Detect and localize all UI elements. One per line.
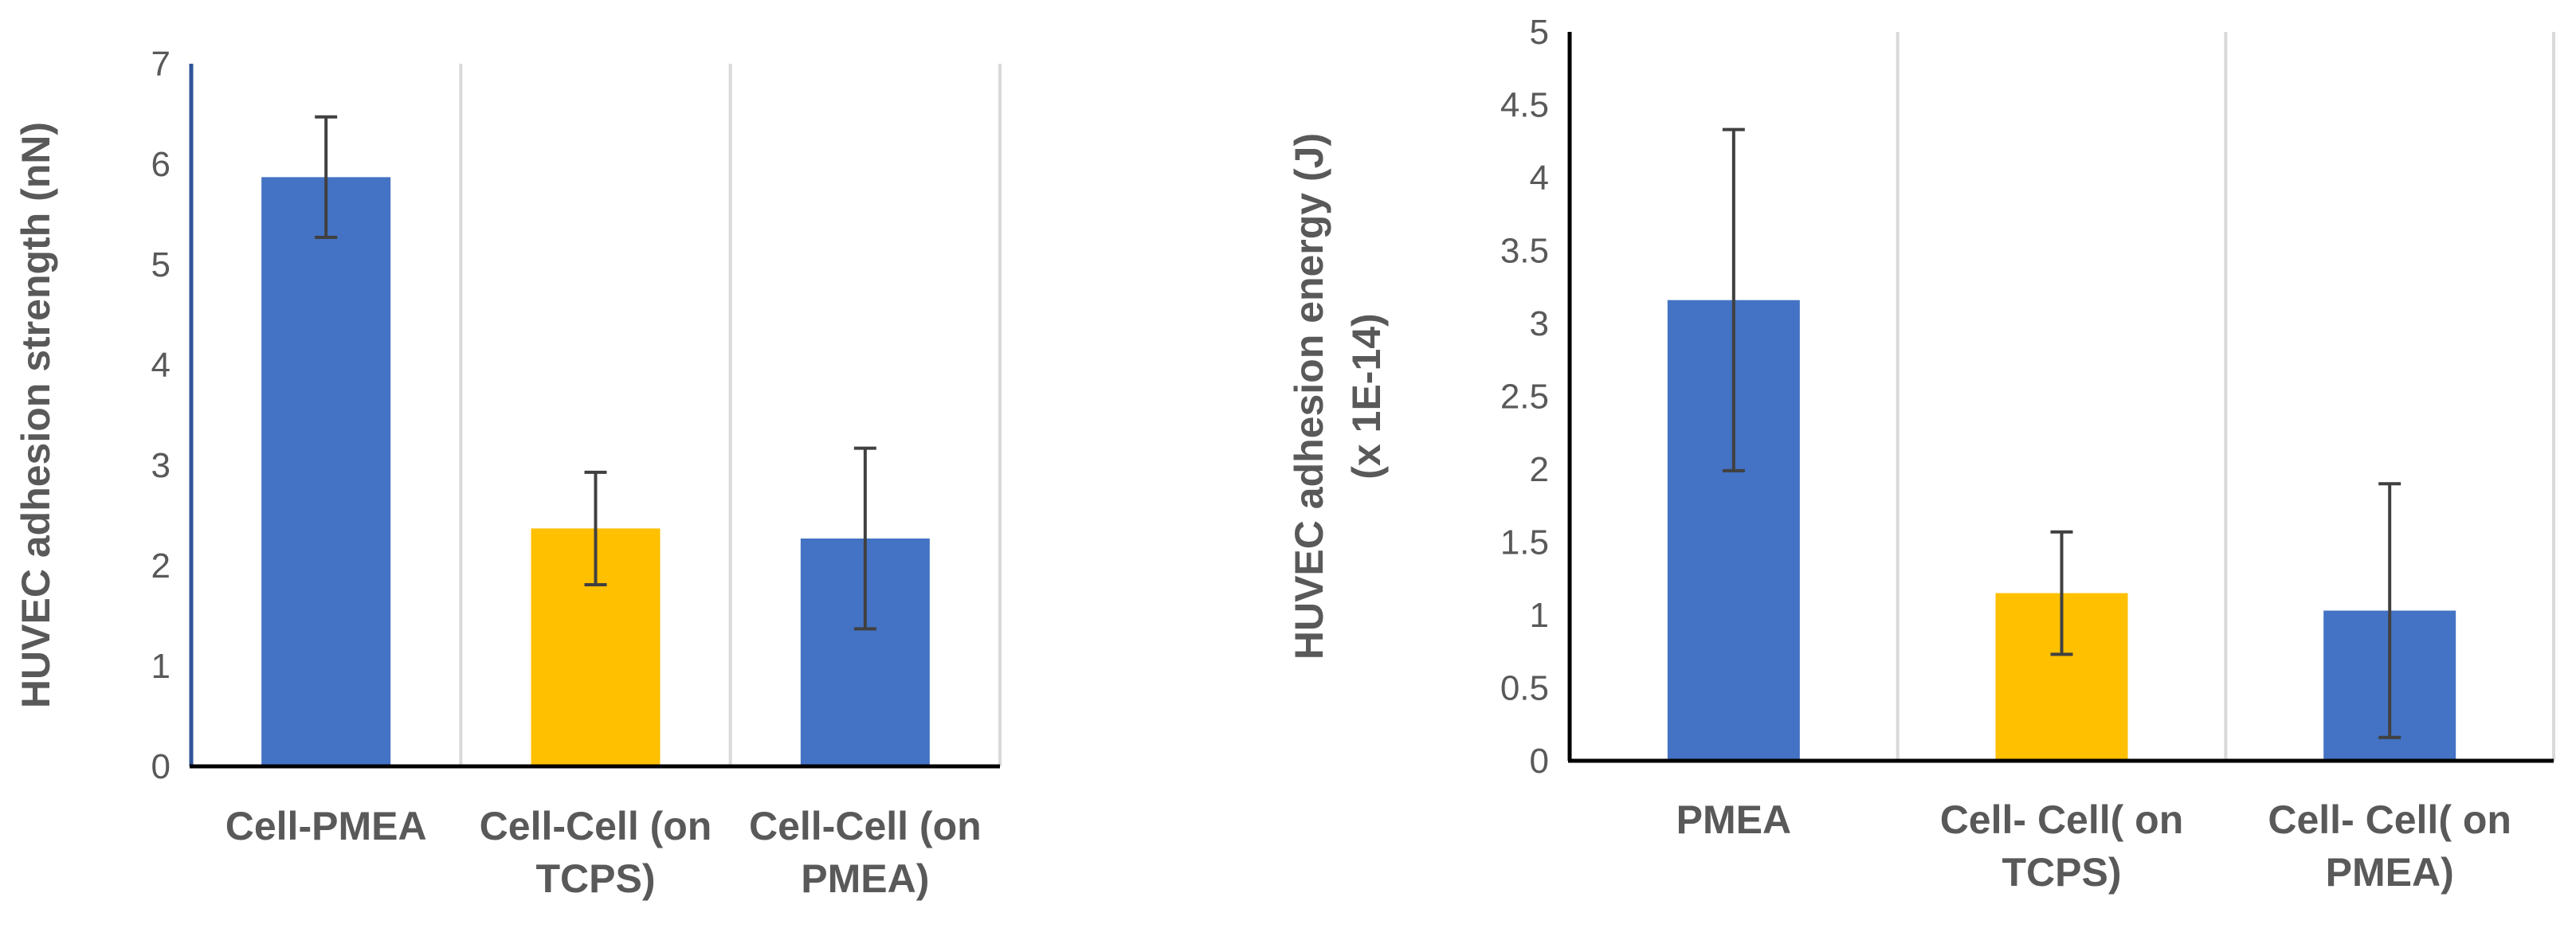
category-label: Cell-Cell (on bbox=[480, 804, 712, 848]
y-tick-label: 3.5 bbox=[1500, 232, 1549, 271]
y-tick-label: 0 bbox=[151, 747, 171, 786]
y-tick-label: 3 bbox=[151, 446, 171, 485]
category-label: Cell-Cell (on bbox=[749, 804, 982, 848]
y-tick-label: 6 bbox=[151, 145, 171, 184]
y-tick-label: 4.5 bbox=[1500, 86, 1549, 125]
y-tick-label: 2 bbox=[151, 546, 171, 586]
y-axis-label: HUVEC adhesion energy (J) bbox=[1287, 133, 1331, 660]
y-tick-label: 5 bbox=[151, 245, 171, 284]
adhesion-energy-chart: 0 0.5 1 1.5 2 2.5 3 3.5 4 4.5 5 PMEA Cell- Cell( on T… bbox=[1287, 13, 2555, 895]
y-tick-label: 4 bbox=[151, 346, 171, 385]
adhesion-strength-chart: 0 1 2 3 4 5 6 7 Cell-PMEA Cell-Cell (on TCPS) Cell-… bbox=[14, 45, 1002, 901]
category-label: Cell- Cell( on bbox=[2268, 797, 2511, 842]
y-tick-label: 1.5 bbox=[1500, 523, 1549, 562]
y-axis-label: HUVEC adhesion strength (nN) bbox=[14, 122, 58, 708]
y-tick-label: 4 bbox=[1530, 159, 1549, 198]
category-label: TCPS) bbox=[2002, 850, 2122, 895]
y-tick-label: 0 bbox=[1530, 742, 1549, 781]
y-axis-label: (x 1E-14) bbox=[1344, 313, 1389, 479]
category-label: PMEA) bbox=[2326, 850, 2454, 895]
category-label: Cell-PMEA bbox=[225, 804, 427, 848]
category-label: PMEA) bbox=[801, 856, 929, 901]
category-label: TCPS) bbox=[536, 856, 656, 901]
y-tick-label: 2 bbox=[1530, 450, 1549, 489]
y-tick-label: 1 bbox=[151, 647, 171, 686]
category-label: Cell- Cell( on bbox=[1940, 797, 2184, 842]
category-label: PMEA bbox=[1676, 797, 1791, 842]
y-tick-label: 1 bbox=[1530, 596, 1549, 635]
y-tick-label: 0.5 bbox=[1500, 669, 1549, 708]
y-tick-label: 5 bbox=[1530, 13, 1549, 52]
y-tick-label: 2.5 bbox=[1500, 378, 1549, 417]
y-tick-label: 3 bbox=[1530, 304, 1549, 343]
bar bbox=[261, 177, 391, 766]
y-tick-label: 7 bbox=[151, 45, 171, 84]
